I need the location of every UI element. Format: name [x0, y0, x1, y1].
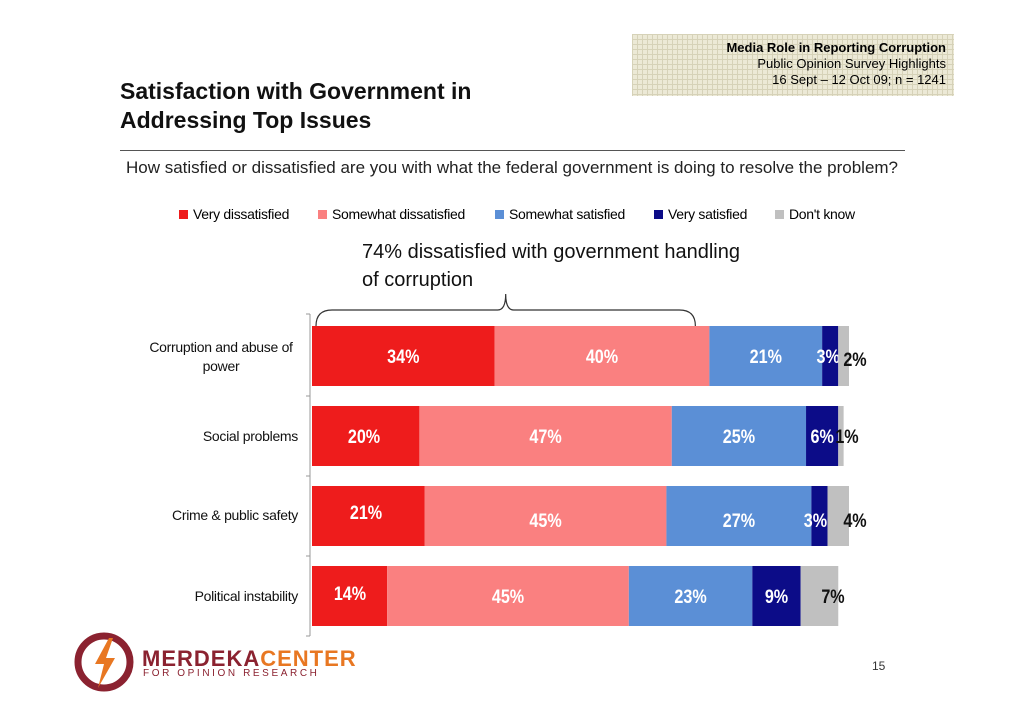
- bar-social-problems-don-t-know: [838, 406, 844, 466]
- logo-tagline: FOR OPINION RESEARCH: [143, 668, 320, 679]
- category-label-crime-public-safety: Crime & public safety: [172, 507, 298, 523]
- category-label-social-problems: Social problems: [202, 428, 298, 444]
- label-political-instability-somewhat-dissatisfied: 45%: [492, 586, 525, 608]
- label-political-instability-very-dissatisfied: 14%: [334, 583, 367, 605]
- bar-political-instability-somewhat-satisfied: [628, 566, 753, 626]
- label-corruption-and-abuse-of-power-somewhat-dissatisfied: 40%: [586, 346, 619, 368]
- label-corruption-and-abuse-of-power-very-dissatisfied: 34%: [387, 346, 420, 368]
- legend-swatch-very-satisfied: [654, 210, 663, 219]
- merdeka-center-logo-icon: [74, 632, 134, 692]
- bar-crime-public-safety-somewhat-dissatisfied: [424, 486, 667, 546]
- label-corruption-and-abuse-of-power-somewhat-satisfied: 21%: [750, 346, 783, 368]
- label-corruption-and-abuse-of-power-don-t-know: 2%: [843, 349, 867, 371]
- label-crime-public-safety-somewhat-satisfied: 27%: [723, 510, 756, 532]
- bar-corruption-and-abuse-of-power-very-dissatisfied: [312, 326, 495, 386]
- bar-social-problems-somewhat-satisfied: [671, 406, 807, 466]
- bar-political-instability-somewhat-dissatisfied: [387, 566, 629, 626]
- legend-item-very-dissatisfied: Very dissatisfied: [179, 206, 289, 222]
- badge-title: Media Role in Reporting Corruption: [726, 40, 946, 55]
- bar-crime-public-safety-somewhat-satisfied: [666, 486, 812, 546]
- label-crime-public-safety-somewhat-dissatisfied: 45%: [529, 510, 562, 532]
- legend-item-very-satisfied: Very satisfied: [654, 206, 747, 222]
- logo-word-merdeka: MERDEKA: [142, 646, 261, 671]
- legend-item-don-t-know: Don't know: [775, 206, 855, 222]
- title-divider: [120, 150, 905, 151]
- chart-annotation: 74% dissatisfied with government handlin…: [362, 241, 740, 291]
- logo-wordmark: MERDEKACENTER: [142, 647, 357, 671]
- legend-swatch-somewhat-dissatisfied: [318, 210, 327, 219]
- legend-swatch-very-dissatisfied: [179, 210, 188, 219]
- badge-date-sample: 16 Sept – 12 Oct 09; n = 1241: [772, 72, 946, 87]
- bar-corruption-and-abuse-of-power-don-t-know: [838, 326, 849, 386]
- label-crime-public-safety-very-satisfied: 3%: [804, 510, 828, 532]
- label-political-instability-don-t-know: 7%: [821, 586, 845, 608]
- bar-crime-public-safety-very-satisfied: [811, 486, 828, 546]
- legend-item-somewhat-satisfied: Somewhat satisfied: [495, 206, 625, 222]
- label-social-problems-don-t-know: 1%: [835, 426, 859, 448]
- label-crime-public-safety-very-dissatisfied: 21%: [350, 502, 383, 524]
- bar-corruption-and-abuse-of-power-somewhat-satisfied: [709, 326, 823, 386]
- label-social-problems-somewhat-satisfied: 25%: [723, 426, 756, 448]
- logo-word-center: CENTER: [260, 646, 357, 671]
- label-social-problems-somewhat-dissatisfied: 47%: [529, 426, 562, 448]
- category-label-corruption-and-abuse-of-power: Corruption and abuse of power: [149, 339, 293, 374]
- legend-label-don-t-know: Don't know: [789, 206, 855, 222]
- bar-crime-public-safety-very-dissatisfied: [312, 486, 425, 546]
- annotation-brace: [315, 293, 696, 327]
- legend-label-very-satisfied: Very satisfied: [668, 206, 748, 222]
- bar-corruption-and-abuse-of-power-very-satisfied: [822, 326, 839, 386]
- label-crime-public-safety-don-t-know: 4%: [843, 510, 867, 532]
- bar-crime-public-safety-don-t-know: [827, 486, 849, 546]
- label-political-instability-somewhat-satisfied: 23%: [674, 586, 707, 608]
- survey-question: How satisfied or dissatisfied are you wi…: [126, 158, 899, 177]
- legend-label-somewhat-dissatisfied: Somewhat dissatisfied: [332, 206, 465, 222]
- page-title: Satisfaction with Government in Addressi…: [120, 78, 472, 133]
- legend-item-somewhat-dissatisfied: Somewhat dissatisfied: [318, 206, 465, 222]
- label-political-instability-very-satisfied: 9%: [765, 586, 789, 608]
- badge-subtitle: Public Opinion Survey Highlights: [757, 56, 946, 71]
- label-social-problems-very-satisfied: 6%: [810, 426, 834, 448]
- bar-corruption-and-abuse-of-power-somewhat-dissatisfied: [494, 326, 710, 386]
- legend-swatch-don-t-know: [775, 210, 784, 219]
- bar-social-problems-somewhat-dissatisfied: [419, 406, 672, 466]
- bar-social-problems-very-satisfied: [806, 406, 839, 466]
- label-social-problems-very-dissatisfied: 20%: [348, 426, 381, 448]
- legend-label-very-dissatisfied: Very dissatisfied: [193, 206, 290, 222]
- legend-swatch-somewhat-satisfied: [495, 210, 504, 219]
- bar-political-instability-don-t-know: [800, 566, 839, 626]
- bar-political-instability-very-satisfied: [752, 566, 801, 626]
- page-number: 15: [872, 659, 886, 673]
- bar-political-instability-very-dissatisfied: [312, 566, 388, 626]
- bar-social-problems-very-dissatisfied: [312, 406, 420, 466]
- legend-label-somewhat-satisfied: Somewhat satisfied: [509, 206, 625, 222]
- survey-badge: Media Role in Reporting Corruption Publi…: [632, 34, 954, 96]
- category-label-political-instability: Political instability: [194, 588, 299, 604]
- label-corruption-and-abuse-of-power-very-satisfied: 3%: [817, 346, 841, 368]
